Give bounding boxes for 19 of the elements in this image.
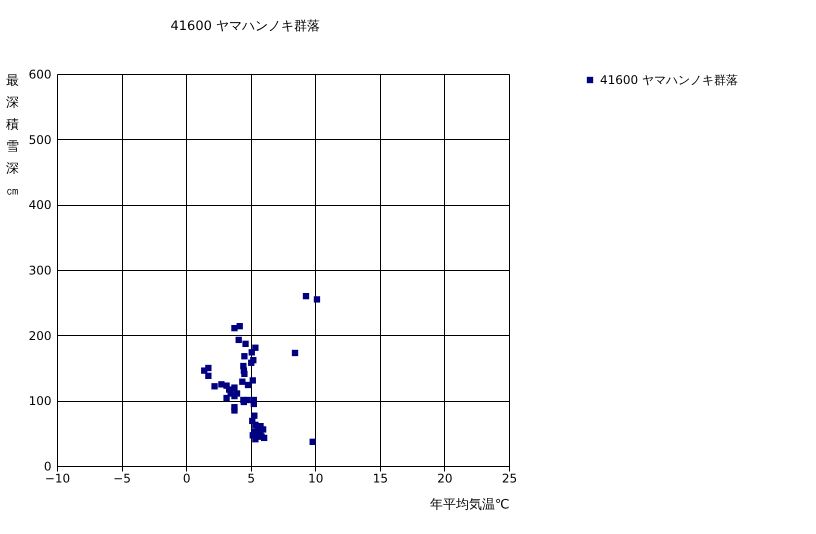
x-tick-label: −10 — [44, 472, 70, 486]
y-tick-label: 500 — [28, 132, 52, 147]
y-tick-label: 100 — [28, 394, 52, 408]
x-tick-label: 0 — [182, 472, 190, 486]
x-tick-label: 25 — [502, 472, 518, 486]
y-tick-label: 400 — [28, 198, 52, 212]
y-tick-label: 600 — [28, 68, 52, 82]
y-axis-title: 最深積雪深㎝ — [6, 74, 19, 198]
legend-label: 41600 ヤマハンノキ群落 — [600, 73, 738, 87]
x-tick-label: 10 — [308, 472, 324, 486]
y-tick-label: 300 — [28, 264, 52, 278]
y-tick-label: 0 — [44, 460, 52, 474]
x-tick-label: 15 — [372, 472, 388, 486]
x-tick-label: 5 — [247, 472, 256, 486]
x-tick-label: −5 — [113, 472, 131, 486]
x-axis-title: 年平均気温℃ — [430, 498, 510, 512]
y-tick-label: 200 — [28, 328, 52, 343]
chart-title: 41600 ヤマハンノキ群落 — [170, 19, 320, 34]
x-tick-label: 20 — [437, 472, 453, 486]
